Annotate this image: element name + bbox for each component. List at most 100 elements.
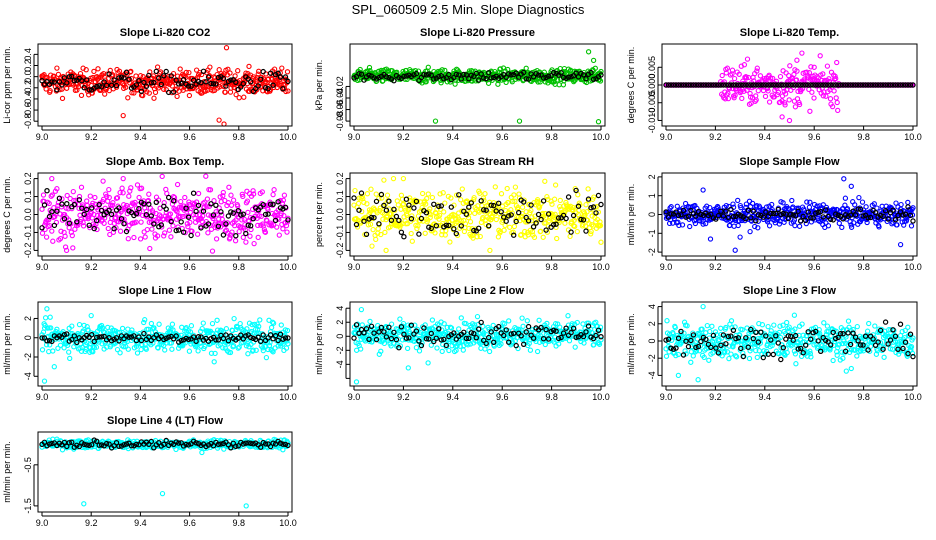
data-point <box>856 194 862 201</box>
reference-point <box>565 74 572 80</box>
data-point <box>255 234 261 241</box>
reference-point <box>233 79 239 86</box>
panel-title: Slope Li-820 Temp. <box>740 27 839 39</box>
reference-point <box>481 75 487 81</box>
data-point <box>186 69 192 76</box>
x-tick-label: 9.4 <box>134 392 147 402</box>
x-tick-label: 9.0 <box>348 392 361 402</box>
data-point <box>204 196 211 202</box>
data-point <box>126 193 132 199</box>
panel-title: Slope Li-820 CO2 <box>120 27 210 39</box>
y-tick-label: -4 <box>647 371 657 379</box>
reference-point <box>185 83 192 89</box>
data-point <box>562 220 568 226</box>
x-tick-label: 9.4 <box>134 262 147 272</box>
y-tick-label: -0.2 <box>23 80 33 96</box>
data-point <box>119 325 126 332</box>
reference-point <box>483 75 489 82</box>
data-point <box>78 92 85 99</box>
reference-point <box>113 82 120 89</box>
data-point <box>146 191 152 197</box>
outlier-point <box>779 114 785 120</box>
data-point <box>89 90 95 96</box>
data-point <box>519 315 525 321</box>
data-point <box>125 346 131 352</box>
data-point <box>270 191 276 198</box>
data-point <box>169 321 176 327</box>
data-point <box>731 75 738 82</box>
panel-title: Slope Sample Flow <box>739 156 840 168</box>
reference-point <box>178 219 184 225</box>
data-point <box>482 191 488 197</box>
x-tick-label: 9.4 <box>134 132 147 142</box>
y-tick-label: -0.04 <box>335 88 345 109</box>
data-point <box>796 223 803 229</box>
data-point <box>156 321 162 327</box>
data-point <box>792 222 798 229</box>
reference-point <box>910 218 916 224</box>
outlier-point <box>799 50 805 56</box>
data-point <box>227 70 233 76</box>
data-point <box>162 347 168 353</box>
x-tick-label: 9.6 <box>808 392 821 402</box>
data-point <box>87 193 93 199</box>
y-tick-label: 2 <box>23 316 33 321</box>
data-point <box>222 89 228 95</box>
data-point <box>92 194 98 201</box>
x-tick-label: 9.2 <box>85 262 98 272</box>
reference-point <box>598 72 604 78</box>
series-points <box>663 50 916 124</box>
y-tick-label: 0.2 <box>335 172 345 185</box>
data-point <box>51 73 57 79</box>
data-point <box>439 348 445 355</box>
data-point <box>592 65 598 71</box>
data-point <box>836 220 842 226</box>
data-point <box>149 226 155 232</box>
y-tick-label: -0.8 <box>23 113 33 129</box>
data-point <box>125 236 131 242</box>
data-point <box>241 94 247 100</box>
reference-point <box>39 77 45 84</box>
outlier-point <box>120 112 126 119</box>
data-point <box>195 348 201 354</box>
x-tick-label: 9.6 <box>183 392 196 402</box>
data-point <box>265 76 272 82</box>
reference-point <box>411 205 417 211</box>
reference-point <box>538 216 544 223</box>
data-point <box>144 226 150 233</box>
y-axis-label: degrees C per min. <box>626 47 636 124</box>
reference-point <box>255 83 261 89</box>
data-point <box>789 197 795 204</box>
data-point <box>203 173 209 179</box>
reference-point <box>220 75 227 82</box>
reference-point <box>568 73 574 80</box>
data-point <box>786 97 792 103</box>
outlier-point <box>595 119 602 125</box>
outlier-point <box>44 306 50 312</box>
data-point <box>503 79 509 86</box>
reference-point <box>423 72 430 78</box>
y-tick-label: -0.2 <box>335 243 345 259</box>
data-point <box>456 326 462 332</box>
data-point <box>117 228 124 234</box>
outlier-point <box>88 312 94 319</box>
outlier-point <box>732 247 738 253</box>
outlier-point <box>120 175 126 182</box>
y-tick-label: 0.4 <box>23 48 33 61</box>
x-tick-label: 9.8 <box>233 262 246 272</box>
y-tick-label: 0.2 <box>23 59 33 72</box>
data-point <box>429 194 436 201</box>
data-point <box>42 315 49 321</box>
y-tick-label: -0.005 <box>647 90 657 116</box>
data-point <box>186 348 193 354</box>
data-point <box>908 223 915 229</box>
y-tick-label: 0.1 <box>23 190 33 203</box>
reference-point <box>560 74 567 81</box>
data-point <box>663 353 670 359</box>
data-point <box>169 346 175 352</box>
data-point <box>458 315 464 321</box>
